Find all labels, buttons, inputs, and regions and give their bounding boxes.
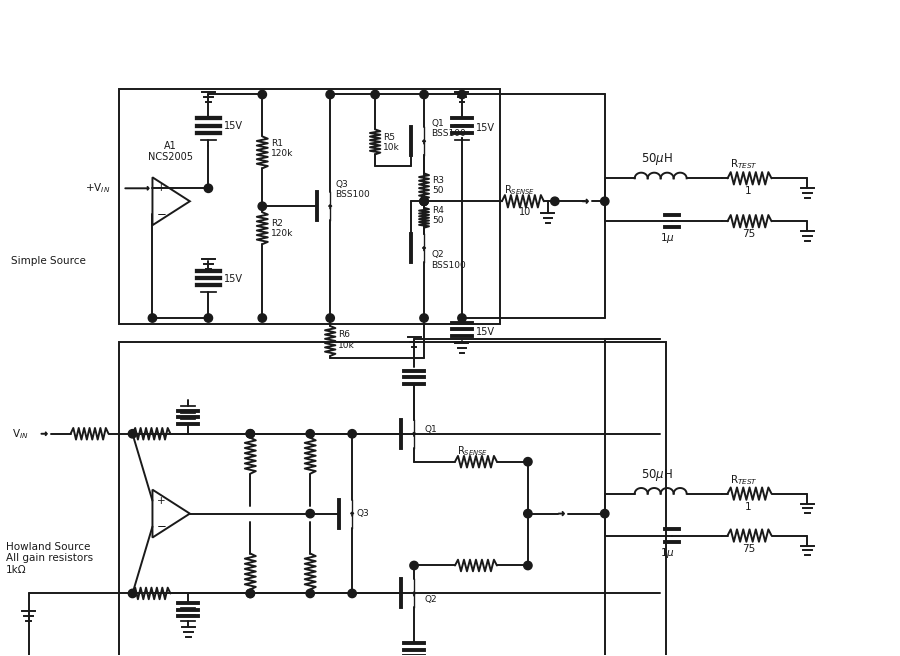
Text: +: + xyxy=(158,183,166,194)
Circle shape xyxy=(258,91,266,98)
Text: R$_{TEST}$: R$_{TEST}$ xyxy=(730,473,758,487)
Text: R6
10k: R6 10k xyxy=(338,330,355,350)
Circle shape xyxy=(258,202,266,211)
Text: Q1: Q1 xyxy=(424,425,436,434)
Circle shape xyxy=(148,314,157,322)
Text: R$_{TEST}$: R$_{TEST}$ xyxy=(730,157,758,171)
Circle shape xyxy=(524,562,532,569)
Circle shape xyxy=(246,430,255,438)
Bar xyxy=(119,342,666,656)
Text: 50$\mu$H: 50$\mu$H xyxy=(641,152,673,167)
Text: V$_{IN}$: V$_{IN}$ xyxy=(12,427,29,441)
Circle shape xyxy=(458,91,466,98)
Circle shape xyxy=(348,430,356,438)
Text: 1$\mu$: 1$\mu$ xyxy=(660,546,674,560)
Text: 15V: 15V xyxy=(224,274,243,284)
Text: R2
120k: R2 120k xyxy=(271,218,293,238)
Circle shape xyxy=(419,197,428,205)
Circle shape xyxy=(419,91,428,98)
Circle shape xyxy=(600,510,609,518)
Text: 1$\mu$: 1$\mu$ xyxy=(660,231,674,245)
Circle shape xyxy=(551,197,559,205)
Text: Q1
BSS100: Q1 BSS100 xyxy=(431,119,466,138)
Circle shape xyxy=(204,184,212,192)
Text: 15V: 15V xyxy=(476,327,495,337)
Circle shape xyxy=(419,314,428,322)
Circle shape xyxy=(129,589,137,598)
Text: 1: 1 xyxy=(745,502,751,512)
Circle shape xyxy=(306,510,314,518)
Text: Q2
BSS100: Q2 BSS100 xyxy=(431,251,466,270)
Circle shape xyxy=(129,430,137,438)
Text: +: + xyxy=(158,496,166,506)
Circle shape xyxy=(306,430,314,438)
Text: 10: 10 xyxy=(519,207,531,217)
Circle shape xyxy=(524,457,532,466)
Text: 75: 75 xyxy=(742,544,755,554)
Text: R$_{SENSE}$: R$_{SENSE}$ xyxy=(504,184,536,197)
Text: 50$\mu$H: 50$\mu$H xyxy=(641,466,673,483)
Text: A1
NCS2005: A1 NCS2005 xyxy=(148,141,193,162)
Circle shape xyxy=(326,91,335,98)
Text: Q3
BSS100: Q3 BSS100 xyxy=(335,180,370,199)
Bar xyxy=(119,89,500,324)
Text: −: − xyxy=(157,208,166,220)
Text: 15V: 15V xyxy=(476,123,495,133)
Text: −: − xyxy=(157,520,166,533)
Text: Q3: Q3 xyxy=(356,509,369,518)
Circle shape xyxy=(410,562,418,569)
Text: Simple Source: Simple Source xyxy=(11,256,86,266)
Circle shape xyxy=(246,589,255,598)
Text: +V$_{IN}$: +V$_{IN}$ xyxy=(86,182,111,195)
Circle shape xyxy=(326,314,335,322)
Text: R1
120k: R1 120k xyxy=(271,138,293,158)
Circle shape xyxy=(348,589,356,598)
Text: Q2: Q2 xyxy=(424,595,436,604)
Circle shape xyxy=(458,314,466,322)
Circle shape xyxy=(600,197,609,205)
Circle shape xyxy=(246,430,255,438)
Text: 75: 75 xyxy=(742,229,755,239)
Text: R4
50: R4 50 xyxy=(432,205,444,225)
Text: 15V: 15V xyxy=(224,121,243,131)
Circle shape xyxy=(371,91,379,98)
Circle shape xyxy=(246,589,255,598)
Circle shape xyxy=(524,510,532,518)
Text: 1: 1 xyxy=(745,186,751,196)
Text: R$_{SENSE}$: R$_{SENSE}$ xyxy=(457,444,488,458)
Text: R5
10k: R5 10k xyxy=(383,133,400,152)
Circle shape xyxy=(204,314,212,322)
Text: R3
50: R3 50 xyxy=(432,176,444,195)
Circle shape xyxy=(306,589,314,598)
Circle shape xyxy=(419,197,428,205)
Text: Howland Source
All gain resistors
1kΩ: Howland Source All gain resistors 1kΩ xyxy=(5,542,93,575)
Circle shape xyxy=(258,314,266,322)
Circle shape xyxy=(419,197,428,205)
